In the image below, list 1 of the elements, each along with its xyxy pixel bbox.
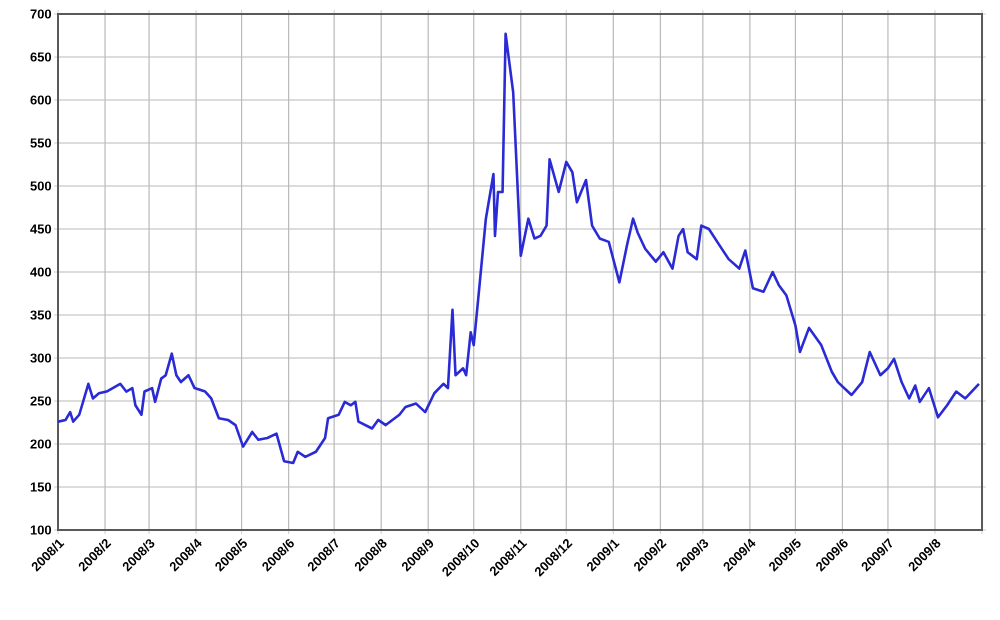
line-series <box>58 32 981 465</box>
